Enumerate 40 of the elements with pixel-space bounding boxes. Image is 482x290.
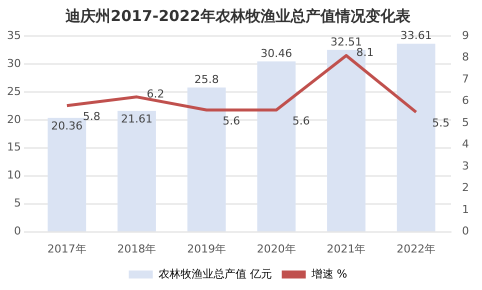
y-tick-label: 25	[6, 84, 21, 98]
y-tick-label: 20	[6, 112, 21, 126]
legend-label: 农林牧渔业总产值 亿元	[158, 267, 272, 280]
data-label: 5.6	[222, 114, 240, 128]
x-tick-label: 2020年	[256, 242, 296, 256]
y2-tick-label: 3	[462, 159, 469, 172]
data-label: 32.51	[330, 35, 362, 48]
y2-tick-label: 1	[462, 202, 469, 216]
data-label: 5.6	[292, 114, 310, 128]
data-label: 5.8	[82, 110, 100, 123]
data-label: 25.8	[194, 72, 219, 86]
y-tick-label: 0	[14, 224, 21, 238]
x-tick-label: 2018年	[117, 242, 156, 256]
y-tick-label: 10	[6, 168, 21, 182]
data-label: 20.36	[51, 119, 83, 132]
x-tick-label: 2021年	[326, 242, 366, 256]
y2-tick-label: 9	[462, 28, 469, 42]
legend-label: 增速 %	[310, 267, 348, 280]
data-label: 8.1	[356, 46, 374, 59]
y2-tick-label: 0	[462, 224, 469, 238]
data-label: 5.5	[432, 116, 450, 130]
y2-tick-label: 6	[462, 94, 469, 108]
x-tick-label: 2017年	[47, 242, 86, 256]
bar	[118, 110, 156, 232]
y-tick-label: 5	[14, 196, 21, 210]
y-tick-label: 35	[6, 28, 21, 42]
y2-tick-label: 2	[462, 181, 469, 194]
y2-tick-label: 4	[462, 138, 469, 151]
chart-title: 迪庆州2017-2022年农林牧渔业总产值情况变化表	[64, 6, 412, 25]
data-label: 6.2	[146, 87, 164, 100]
y-tick-label: 15	[6, 140, 21, 154]
y2-tick-label: 5	[462, 116, 469, 129]
x-tick-label: 2019年	[187, 242, 226, 256]
y2-tick-label: 8	[462, 50, 469, 64]
data-label: 33.61	[400, 29, 432, 42]
y-tick-label: 30	[6, 56, 21, 70]
data-label: 21.61	[121, 112, 152, 126]
data-label: 30.46	[260, 46, 292, 60]
x-tick-label: 2022年	[396, 242, 436, 256]
y2-tick-label: 7	[462, 72, 469, 86]
